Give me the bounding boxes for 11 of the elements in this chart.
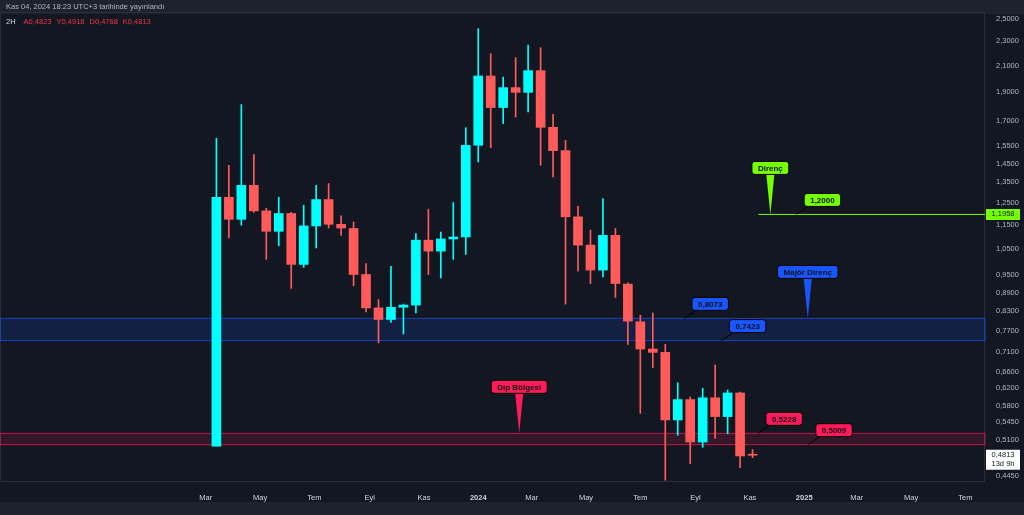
annotation: Majör Direnç (783, 267, 833, 277)
annotation: 0,5009 (821, 425, 847, 435)
candlestick (336, 215, 346, 236)
annotation: 0,8073 (697, 299, 723, 309)
candlestick (386, 265, 396, 323)
annotation: 0,7423 (735, 321, 761, 331)
annotation: Dip Bölgesi (497, 382, 542, 392)
annotation: 1,2000 (810, 195, 836, 205)
annotation: Direnç (757, 163, 784, 173)
annotation: 0,5228 (771, 414, 797, 424)
candlestick (647, 312, 658, 369)
